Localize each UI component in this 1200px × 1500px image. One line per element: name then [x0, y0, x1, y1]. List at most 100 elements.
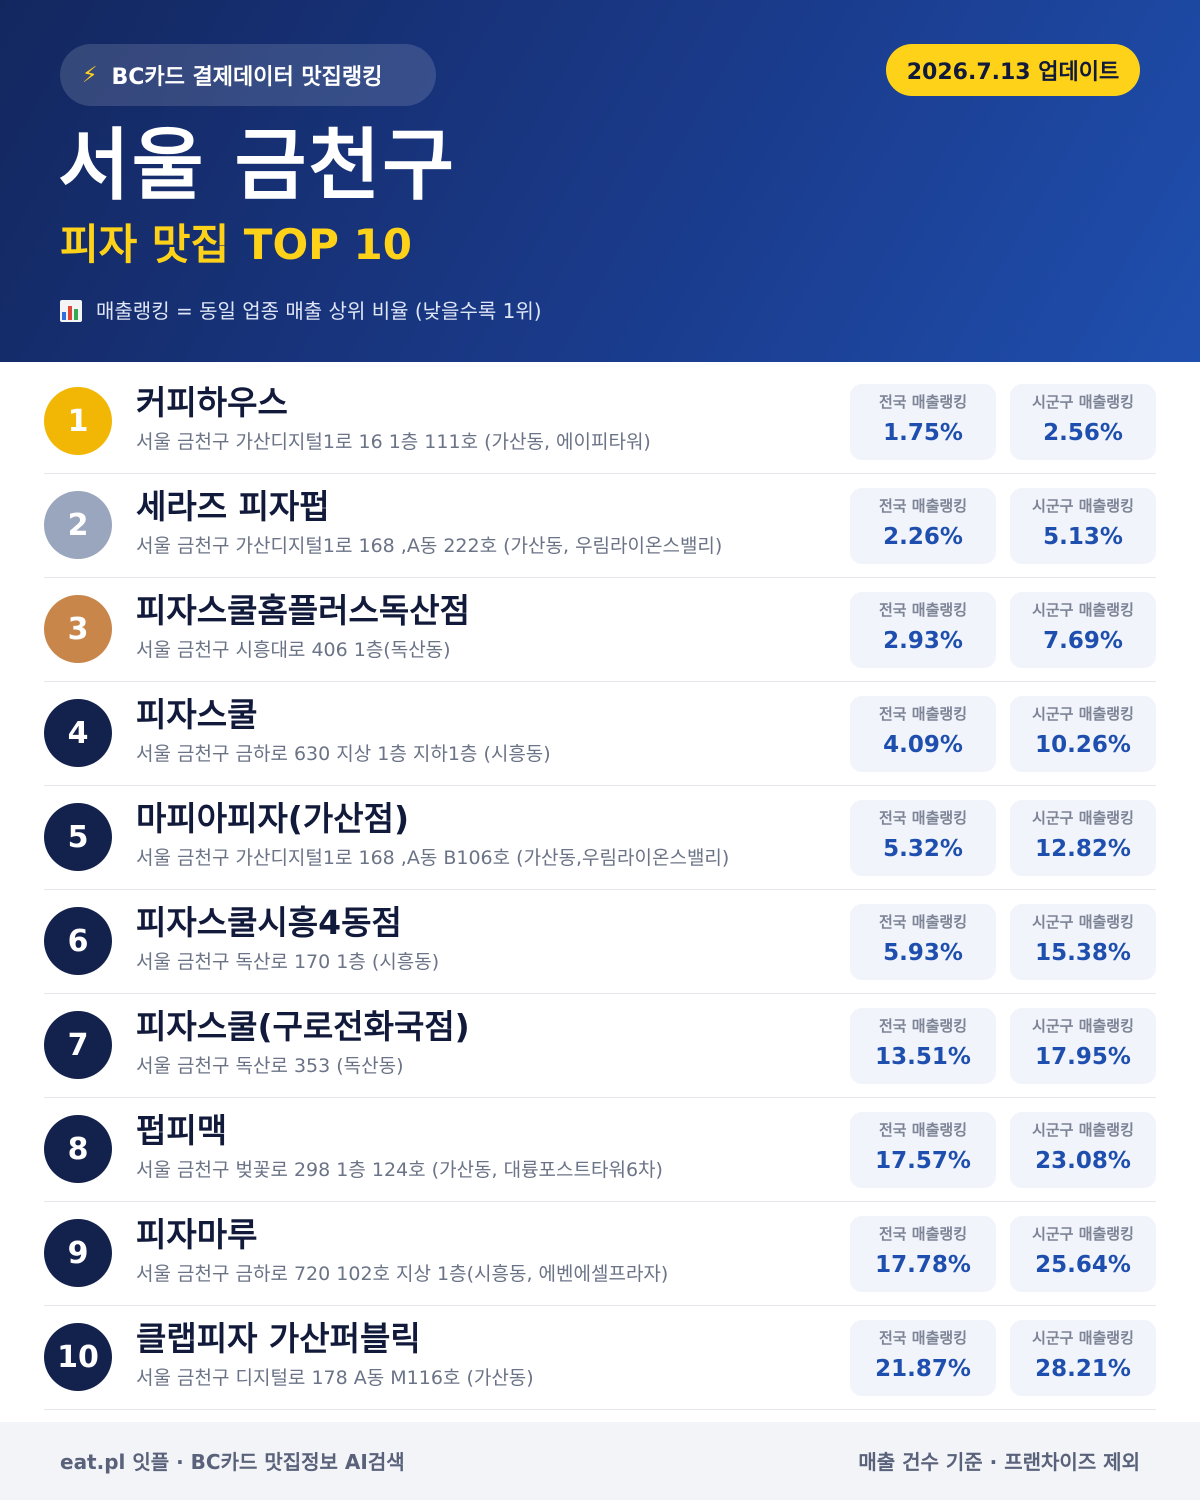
local-ranking-box: 시군구 매출랭킹 2.56% — [1010, 384, 1156, 460]
restaurant-address: 서울 금천구 벚꽃로 298 1층 124호 (가산동, 대륭포스트타워6차) — [136, 1159, 663, 1181]
local-ranking-box: 시군구 매출랭킹 25.64% — [1010, 1216, 1156, 1292]
local-ranking-value: 28.21% — [1035, 1356, 1131, 1382]
restaurant-address: 서울 금천구 시흥대로 406 1층(독산동) — [136, 639, 451, 661]
restaurant-name[interactable]: 펍피맥 — [136, 1111, 228, 1150]
restaurant-name[interactable]: 마피아피자(가산점) — [136, 799, 410, 838]
rank-badge: 2 — [44, 491, 112, 559]
page-subtitle: 피자 맛집 TOP 10 — [60, 220, 413, 269]
national-ranking-box: 전국 매출랭킹 17.78% — [850, 1216, 996, 1292]
local-ranking-value: 5.13% — [1043, 524, 1123, 550]
rank-badge: 7 — [44, 1011, 112, 1079]
local-ranking-box: 시군구 매출랭킹 15.38% — [1010, 904, 1156, 980]
national-ranking-value: 4.09% — [883, 732, 963, 758]
national-ranking-value: 2.93% — [883, 628, 963, 654]
local-ranking-box: 시군구 매출랭킹 5.13% — [1010, 488, 1156, 564]
national-ranking-box: 전국 매출랭킹 17.57% — [850, 1112, 996, 1188]
restaurant-name[interactable]: 피자마루 — [136, 1215, 258, 1254]
national-ranking-box: 전국 매출랭킹 5.32% — [850, 800, 996, 876]
national-ranking-label: 전국 매출랭킹 — [878, 1329, 968, 1347]
ranking-note: 매출랭킹 = 동일 업종 매출 상위 비율 (낮을수록 1위) — [60, 296, 542, 326]
restaurant-address: 서울 금천구 독산로 353 (독산동) — [136, 1055, 404, 1077]
national-ranking-label: 전국 매출랭킹 — [878, 1225, 968, 1243]
brand-pill: ⚡ BC카드 결제데이터 맛집랭킹 — [60, 44, 436, 106]
restaurant-address: 서울 금천구 가산디지털1로 16 1층 111호 (가산동, 에이피타워) — [136, 431, 651, 453]
local-ranking-label: 시군구 매출랭킹 — [1032, 809, 1134, 827]
rank-badge: 9 — [44, 1219, 112, 1287]
national-ranking-box: 전국 매출랭킹 1.75% — [850, 384, 996, 460]
footer: eat.pl 잇플 · BC카드 맛집정보 AI검색 매출 건수 기준 · 프랜… — [0, 1422, 1200, 1500]
national-ranking-label: 전국 매출랭킹 — [878, 1121, 968, 1139]
local-ranking-box: 시군구 매출랭킹 17.95% — [1010, 1008, 1156, 1084]
local-ranking-value: 17.95% — [1035, 1044, 1131, 1070]
local-ranking-value: 25.64% — [1035, 1252, 1131, 1278]
national-ranking-box: 전국 매출랭킹 5.93% — [850, 904, 996, 980]
local-ranking-box: 시군구 매출랭킹 7.69% — [1010, 592, 1156, 668]
restaurant-name[interactable]: 피자스쿨 — [136, 695, 258, 734]
update-badge: 2026.7.13 업데이트 — [886, 44, 1140, 96]
national-ranking-box: 전국 매출랭킹 2.93% — [850, 592, 996, 668]
rank-badge: 1 — [44, 387, 112, 455]
national-ranking-value: 5.32% — [883, 836, 963, 862]
list-item[interactable]: 5 마피아피자(가산점) 서울 금천구 가산디지털1로 168 ,A동 B106호 … — [44, 786, 1156, 890]
national-ranking-box: 전국 매출랭킹 4.09% — [850, 696, 996, 772]
restaurant-address: 서울 금천구 금하로 720 102호 지상 1층(시흥동, 에벤에셀프라자) — [136, 1263, 669, 1285]
restaurant-name[interactable]: 클랩피자 가산퍼블릭 — [136, 1319, 421, 1358]
national-ranking-box: 전국 매출랭킹 2.26% — [850, 488, 996, 564]
list-item[interactable]: 7 피자스쿨(구로전화국점) 서울 금천구 독산로 353 (독산동) 전국 매출랭킹… — [44, 994, 1156, 1098]
ranking-note-text: 매출랭킹 = 동일 업종 매출 상위 비율 (낮을수록 1위) — [96, 299, 542, 323]
local-ranking-label: 시군구 매출랭킹 — [1032, 913, 1134, 931]
national-ranking-label: 전국 매출랭킹 — [878, 601, 968, 619]
list-item[interactable]: 2 세라즈 피자펍 서울 금천구 가산디지털1로 168 ,A동 222호 (가산동… — [44, 474, 1156, 578]
restaurant-name[interactable]: 세라즈 피자펍 — [136, 487, 330, 526]
national-ranking-label: 전국 매출랭킹 — [878, 393, 968, 411]
local-ranking-label: 시군구 매출랭킹 — [1032, 705, 1134, 723]
bar-chart-icon — [60, 300, 82, 322]
local-ranking-box: 시군구 매출랭킹 12.82% — [1010, 800, 1156, 876]
page-title: 서울 금천구 — [58, 121, 456, 211]
restaurant-address: 서울 금천구 가산디지털1로 168 ,A동 B106호 (가산동,우림라이온스… — [136, 847, 730, 869]
local-ranking-value: 2.56% — [1043, 420, 1123, 446]
rank-badge: 4 — [44, 699, 112, 767]
local-ranking-label: 시군구 매출랭킹 — [1032, 1017, 1134, 1035]
local-ranking-label: 시군구 매출랭킹 — [1032, 393, 1134, 411]
national-ranking-value: 1.75% — [883, 420, 963, 446]
rank-badge: 3 — [44, 595, 112, 663]
lightning-icon: ⚡ — [82, 62, 98, 88]
restaurant-name[interactable]: 커피하우스 — [136, 383, 288, 422]
footer-source: eat.pl 잇플 · BC카드 맛집정보 AI검색 — [60, 1450, 405, 1474]
national-ranking-label: 전국 매출랭킹 — [878, 809, 968, 827]
national-ranking-value: 17.78% — [875, 1252, 971, 1278]
local-ranking-value: 10.26% — [1035, 732, 1131, 758]
national-ranking-label: 전국 매출랭킹 — [878, 913, 968, 931]
rank-badge: 8 — [44, 1115, 112, 1183]
local-ranking-value: 12.82% — [1035, 836, 1131, 862]
local-ranking-value: 23.08% — [1035, 1148, 1131, 1174]
restaurant-name[interactable]: 피자스쿨(구로전화국점) — [136, 1007, 470, 1046]
national-ranking-value: 2.26% — [883, 524, 963, 550]
restaurant-address: 서울 금천구 독산로 170 1층 (시흥동) — [136, 951, 440, 973]
rank-badge: 6 — [44, 907, 112, 975]
national-ranking-box: 전국 매출랭킹 21.87% — [850, 1320, 996, 1396]
restaurant-address: 서울 금천구 금하로 630 지상 1층 지하1층 (시흥동) — [136, 743, 551, 765]
local-ranking-label: 시군구 매출랭킹 — [1032, 497, 1134, 515]
rank-badge: 10 — [44, 1323, 112, 1391]
restaurant-name[interactable]: 피자스쿨홈플러스독산점 — [136, 591, 470, 630]
national-ranking-box: 전국 매출랭킹 13.51% — [850, 1008, 996, 1084]
local-ranking-value: 7.69% — [1043, 628, 1123, 654]
national-ranking-value: 13.51% — [875, 1044, 971, 1070]
header-banner: ⚡ BC카드 결제데이터 맛집랭킹 2026.7.13 업데이트 서울 금천구 … — [0, 0, 1200, 362]
national-ranking-value: 5.93% — [883, 940, 963, 966]
local-ranking-box: 시군구 매출랭킹 10.26% — [1010, 696, 1156, 772]
national-ranking-label: 전국 매출랭킹 — [878, 1017, 968, 1035]
national-ranking-value: 21.87% — [875, 1356, 971, 1382]
local-ranking-label: 시군구 매출랭킹 — [1032, 1121, 1134, 1139]
list-item[interactable]: 10 클랩피자 가산퍼블릭 서울 금천구 디지털로 178 A동 M116호 (가산… — [44, 1306, 1156, 1410]
restaurant-name[interactable]: 피자스쿨시흥4동점 — [136, 903, 402, 942]
